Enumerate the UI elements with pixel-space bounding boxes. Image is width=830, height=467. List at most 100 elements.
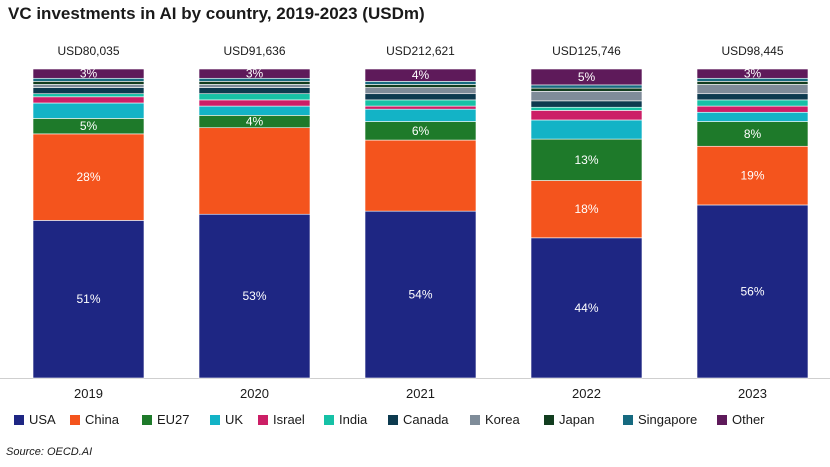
bar-segment-eu27-2023 xyxy=(696,121,809,147)
bar-segment-uk-2021 xyxy=(364,108,477,122)
legend-label: India xyxy=(339,412,368,427)
legend-label: Singapore xyxy=(638,412,698,427)
source-note: Source: OECD.AI xyxy=(6,446,93,458)
legend-swatch xyxy=(14,414,24,425)
bar-segment-usa-2020 xyxy=(198,213,311,379)
bar-segment-china-2023 xyxy=(696,145,809,206)
data-label-china-2022: 18% xyxy=(574,202,598,216)
bar-segment-canada-2022 xyxy=(530,100,643,108)
bar-segment-canada-2020 xyxy=(198,87,311,95)
bar-segment-uk-2023 xyxy=(696,111,809,122)
data-label-other-2023: 3% xyxy=(744,67,762,81)
x-tick-label-2021: 2021 xyxy=(406,386,435,401)
x-tick-label-2022: 2022 xyxy=(572,386,601,401)
bar-segment-usa-2022 xyxy=(530,237,643,379)
legend-item-israel: Israel xyxy=(258,412,305,427)
bar-segment-other-2020 xyxy=(198,68,311,79)
bar-segment-uk-2022 xyxy=(530,119,643,140)
legend-label: China xyxy=(85,412,119,427)
x-tick-label-2020: 2020 xyxy=(240,386,269,401)
bar-segment-israel-2023 xyxy=(696,105,809,113)
bar-segment-other-2022 xyxy=(530,68,643,86)
data-label-other-2020: 3% xyxy=(246,67,264,81)
bar-segment-canada-2021 xyxy=(364,93,477,101)
data-label-china-2019: 28% xyxy=(76,170,100,184)
bar-segment-usa-2021 xyxy=(364,210,477,379)
bar-segment-japan-2020 xyxy=(198,81,311,85)
data-label-eu27-2022: 13% xyxy=(574,153,598,167)
data-label-usa-2023: 56% xyxy=(740,284,764,298)
bar-segment-india-2021 xyxy=(364,99,477,107)
data-label-eu27-2020: 4% xyxy=(246,115,264,129)
legend-label: Israel xyxy=(273,412,305,427)
x-tick-label-2023: 2023 xyxy=(738,386,767,401)
bar-segment-china-2020 xyxy=(198,127,311,215)
bar-segment-china-2019 xyxy=(32,133,145,221)
legend-swatch xyxy=(470,414,480,425)
bar-segment-eu27-2022 xyxy=(530,138,643,181)
bar-segment-canada-2019 xyxy=(32,87,145,95)
legend-item-korea: Korea xyxy=(470,412,520,427)
data-label-other-2021: 4% xyxy=(412,68,430,82)
legend-item-usa: USA xyxy=(14,412,56,427)
legend-swatch xyxy=(258,414,268,425)
legend-item-india: India xyxy=(324,412,367,427)
bar-segment-korea-2019 xyxy=(32,84,145,88)
bar-segment-israel-2021 xyxy=(364,105,477,110)
legend-swatch xyxy=(623,414,633,425)
chart-legend: USA China EU27 UK Israel India Canada Korea Japa… xyxy=(14,412,830,430)
bar-segment-other-2023 xyxy=(696,68,809,79)
bar-segment-korea-2020 xyxy=(198,84,311,88)
bar-total-2023: USD98,445 xyxy=(721,44,783,58)
bar-segment-korea-2023 xyxy=(696,84,809,95)
bar-segment-japan-2019 xyxy=(32,81,145,85)
legend-swatch xyxy=(70,414,80,425)
bar-segment-israel-2019 xyxy=(32,96,145,104)
legend-swatch xyxy=(210,414,220,425)
legend-swatch xyxy=(544,414,554,425)
bar-segment-korea-2021 xyxy=(364,87,477,95)
legend-item-uk: UK xyxy=(210,412,243,427)
bar-segment-india-2020 xyxy=(198,93,311,101)
legend-item-japan: Japan xyxy=(544,412,594,427)
bar-total-2021: USD212,621 xyxy=(386,44,455,58)
legend-item-china: China xyxy=(70,412,119,427)
bar-segment-uk-2020 xyxy=(198,105,311,116)
bar-segment-india-2023 xyxy=(696,99,809,107)
bar-segment-israel-2020 xyxy=(198,99,311,107)
data-label-eu27-2021: 6% xyxy=(412,124,430,138)
data-label-eu27-2019: 5% xyxy=(80,119,98,133)
bar-segment-uk-2019 xyxy=(32,102,145,119)
bar-segment-india-2019 xyxy=(32,93,145,98)
legend-label: Other xyxy=(732,412,765,427)
legend-label: Korea xyxy=(485,412,520,427)
legend-label: UK xyxy=(225,412,244,427)
bar-segment-china-2022 xyxy=(530,180,643,239)
legend-label: EU27 xyxy=(157,412,190,427)
bar-segment-israel-2022 xyxy=(530,110,643,121)
chart-title: VC investments in AI by country, 2019-20… xyxy=(8,4,425,23)
legend-item-other: Other xyxy=(717,412,765,427)
bar-total-2020: USD91,636 xyxy=(223,44,285,58)
legend-label: USA xyxy=(29,412,56,427)
legend-swatch xyxy=(388,414,398,425)
bar-segment-usa-2019 xyxy=(32,220,145,379)
data-label-eu27-2023: 8% xyxy=(744,127,762,141)
data-label-usa-2020: 53% xyxy=(242,289,266,303)
legend-item-canada: Canada xyxy=(388,412,449,427)
bar-total-2019: USD80,035 xyxy=(57,44,119,58)
bar-segment-other-2021 xyxy=(364,68,477,82)
bar-segment-japan-2021 xyxy=(364,84,477,88)
legend-item-eu27: EU27 xyxy=(142,412,190,427)
legend-label: Japan xyxy=(559,412,595,427)
data-label-other-2019: 3% xyxy=(80,67,98,81)
legend-swatch xyxy=(324,414,334,425)
data-label-usa-2021: 54% xyxy=(408,288,432,302)
legend-item-singapore: Singapore xyxy=(623,412,697,427)
bar-segment-japan-2022 xyxy=(530,87,643,92)
bar-total-2022: USD125,746 xyxy=(552,44,621,58)
legend-swatch xyxy=(142,414,152,425)
data-label-china-2023: 19% xyxy=(740,169,764,183)
bar-segment-korea-2022 xyxy=(530,90,643,102)
